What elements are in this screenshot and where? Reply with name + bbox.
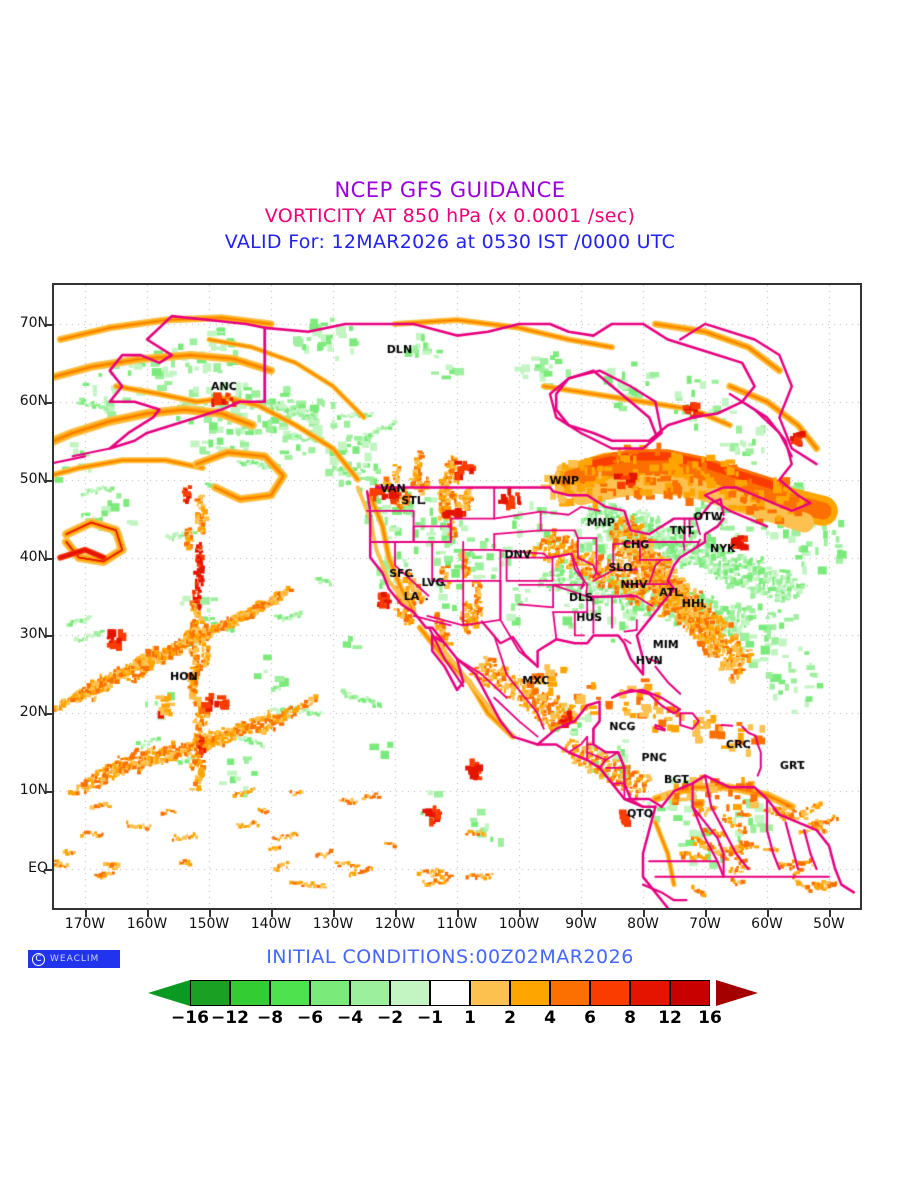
lon-tick-mark bbox=[147, 910, 149, 917]
colorbar-segment bbox=[190, 980, 230, 1006]
colorbar-segment bbox=[470, 980, 510, 1006]
lon-tick-label: 170W bbox=[64, 916, 106, 932]
lat-tick-label: 70N bbox=[19, 314, 48, 331]
lat-tick-label: 50N bbox=[19, 470, 48, 487]
vorticity-map-canvas bbox=[54, 285, 860, 908]
lon-tick-label: 100W bbox=[498, 916, 540, 932]
colorbar-segment bbox=[270, 980, 310, 1006]
lon-tick-mark bbox=[271, 910, 273, 917]
title-valid-time: VALID For: 12MAR2026 at 0530 IST /0000 U… bbox=[224, 231, 676, 253]
lon-tick-mark bbox=[767, 910, 769, 917]
lat-tick-label: EQ bbox=[28, 860, 48, 877]
lon-tick-label: 70W bbox=[689, 916, 721, 932]
colorbar-tick: 16 bbox=[698, 1008, 722, 1028]
weaclim-label: WEACLIM bbox=[50, 954, 100, 964]
colorbar-segment bbox=[630, 980, 670, 1006]
lat-tick-mark bbox=[44, 323, 52, 326]
lat-tick-label: 20N bbox=[19, 704, 48, 721]
lon-tick-mark bbox=[457, 910, 459, 917]
colorbar-segment bbox=[670, 980, 710, 1006]
colorbar-segment bbox=[510, 980, 550, 1006]
colorbar-segment bbox=[590, 980, 630, 1006]
lon-tick-label: 140W bbox=[250, 916, 292, 932]
lon-tick-mark bbox=[395, 910, 397, 917]
colorbar-tick: 1 bbox=[464, 1008, 476, 1028]
lat-tick-label: 40N bbox=[19, 548, 48, 565]
weaclim-logo-badge: C WEACLIM bbox=[28, 950, 120, 968]
colorbar-under-arrow-icon bbox=[148, 980, 190, 1006]
colorbar-tick: −1 bbox=[416, 1008, 444, 1028]
colorbar-segment bbox=[390, 980, 430, 1006]
lat-tick-label: 30N bbox=[19, 626, 48, 643]
colorbar-segment bbox=[310, 980, 350, 1006]
lat-tick-mark bbox=[44, 401, 52, 404]
colorbar-segment bbox=[430, 980, 470, 1006]
lon-tick-label: 50W bbox=[813, 916, 845, 932]
lon-tick-label: 160W bbox=[126, 916, 168, 932]
lon-tick-mark bbox=[581, 910, 583, 917]
lat-tick-mark bbox=[44, 635, 52, 638]
colorbar-tick: 12 bbox=[658, 1008, 682, 1028]
lon-tick-mark bbox=[85, 910, 87, 917]
colorbar-segment bbox=[230, 980, 270, 1006]
colorbar-tick-labels: −16 −12 −8 −6 −4 −2 −1 1 2 4 6 8 12 16 bbox=[171, 1008, 750, 1028]
colorbar-tick: −16 bbox=[171, 1008, 209, 1028]
lon-tick-label: 90W bbox=[565, 916, 597, 932]
lon-tick-label: 120W bbox=[374, 916, 416, 932]
initial-conditions-label: INITIAL CONDITIONS:00Z02MAR2026 bbox=[266, 946, 634, 968]
lon-tick-label: 130W bbox=[312, 916, 354, 932]
lat-tick-mark bbox=[44, 791, 52, 794]
lon-tick-label: 150W bbox=[188, 916, 230, 932]
colorbar-tick: 6 bbox=[584, 1008, 596, 1028]
lat-tick-mark bbox=[44, 869, 52, 872]
lon-tick-label: 80W bbox=[627, 916, 659, 932]
lon-tick-mark bbox=[705, 910, 707, 917]
colorbar-tick: 4 bbox=[544, 1008, 556, 1028]
copyright-icon: C bbox=[32, 952, 45, 966]
lat-tick-mark bbox=[44, 479, 52, 482]
colorbar: −16 −12 −8 −6 −4 −2 −1 1 2 4 6 8 12 16 bbox=[148, 980, 758, 1028]
lon-tick-mark bbox=[829, 910, 831, 917]
map-plot-frame bbox=[52, 283, 862, 910]
lon-tick-mark bbox=[209, 910, 211, 917]
lat-tick-mark bbox=[44, 557, 52, 560]
lon-tick-mark bbox=[643, 910, 645, 917]
colorbar-tick: 2 bbox=[504, 1008, 516, 1028]
colorbar-over-arrow-icon bbox=[716, 980, 758, 1006]
lon-tick-mark bbox=[333, 910, 335, 917]
lon-tick-label: 60W bbox=[751, 916, 783, 932]
colorbar-tick: −6 bbox=[296, 1008, 324, 1028]
lon-tick-mark bbox=[519, 910, 521, 917]
colorbar-tick: 8 bbox=[624, 1008, 636, 1028]
colorbar-tick: −12 bbox=[211, 1008, 249, 1028]
colorbar-tick: −8 bbox=[256, 1008, 284, 1028]
page-title: NCEP GFS GUIDANCE bbox=[334, 178, 566, 202]
colorbar-segments bbox=[190, 980, 710, 1006]
lon-tick-label: 110W bbox=[436, 916, 478, 932]
colorbar-segment bbox=[350, 980, 390, 1006]
colorbar-segment bbox=[550, 980, 590, 1006]
colorbar-tick: −4 bbox=[336, 1008, 364, 1028]
lat-tick-label: 10N bbox=[19, 782, 48, 799]
colorbar-tick: −2 bbox=[376, 1008, 404, 1028]
title-block: NCEP GFS GUIDANCE VORTICITY AT 850 hPa (… bbox=[0, 178, 900, 256]
lat-tick-mark bbox=[44, 713, 52, 716]
lat-tick-label: 60N bbox=[19, 392, 48, 409]
title-subtitle: VORTICITY AT 850 hPa (x 0.0001 /sec) bbox=[264, 205, 636, 227]
